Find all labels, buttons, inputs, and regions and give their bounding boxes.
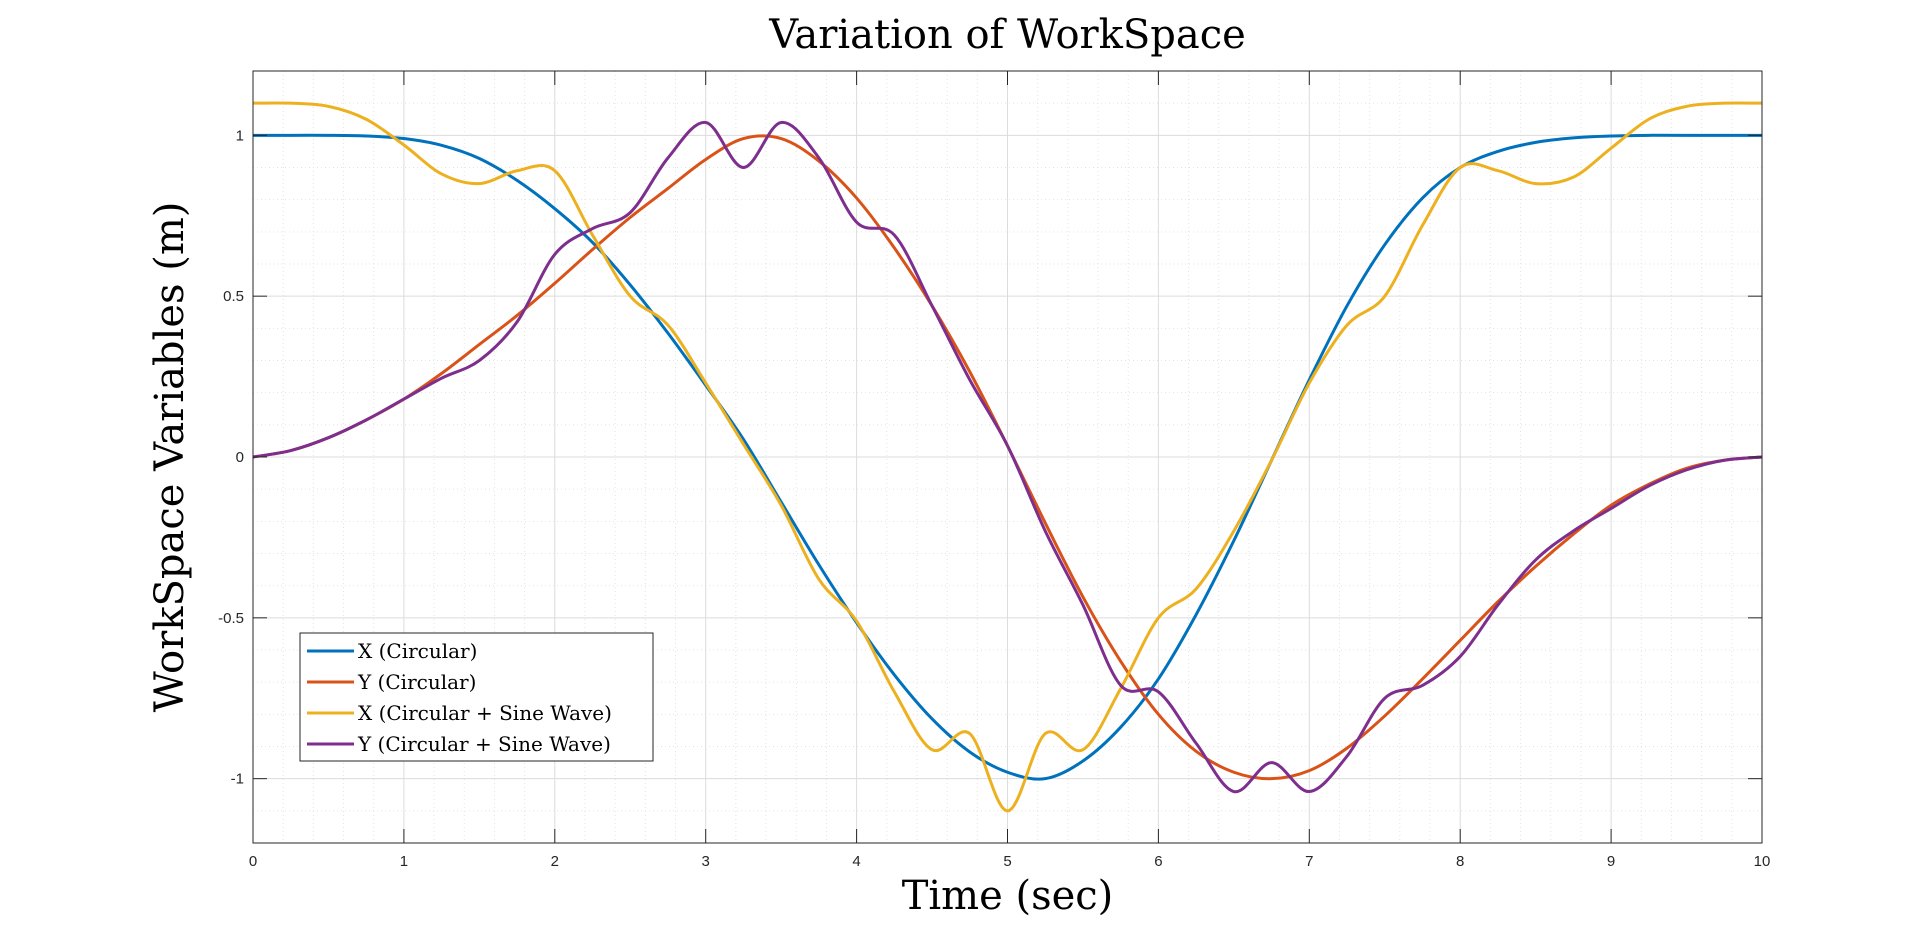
y-tick-label: 0.5 (223, 288, 244, 305)
series-line-3 (252, 120, 1763, 794)
legend-label: Y (Circular + Sine Wave) (357, 732, 611, 756)
y-axis-label: WorkSpace Variables (m) (147, 202, 193, 713)
chart-title: Variation of WorkSpace (768, 12, 1246, 58)
series-line-2 (252, 101, 1763, 813)
x-tick-label: 0 (249, 853, 257, 870)
x-tick-label: 7 (1305, 853, 1313, 870)
x-tick-label: 8 (1456, 853, 1464, 870)
series-line-0 (252, 133, 1762, 781)
legend-label: X (Circular + Sine Wave) (358, 701, 612, 725)
x-tick-label: 3 (702, 853, 710, 870)
y-tick-label: -1 (231, 771, 244, 788)
x-axis-label: Time (sec) (902, 873, 1114, 919)
y-tick-label: 0 (236, 449, 244, 466)
x-tick-label: 4 (852, 853, 860, 870)
x-tick-label: 9 (1607, 853, 1615, 870)
legend-label: Y (Circular) (357, 670, 476, 694)
legend-label: X (Circular) (358, 639, 477, 663)
x-tick-label: 2 (551, 853, 559, 870)
legend: X (Circular) Y (Circular) X (Circular + Si… (299, 632, 654, 762)
x-tick-label: 1 (400, 853, 408, 870)
y-tick-label: -0.5 (218, 610, 244, 627)
x-tick-label: 10 (1754, 853, 1771, 870)
axis-ticks: 0 1 2 3 4 5 6 7 8 9 10 -1 -0.5 0 0.5 1 (218, 71, 1770, 870)
x-tick-label: 5 (1003, 853, 1011, 870)
legend-box (299, 632, 654, 762)
y-tick-label: 1 (236, 127, 244, 144)
x-tick-label: 6 (1154, 853, 1162, 870)
series-lines (252, 101, 1763, 813)
